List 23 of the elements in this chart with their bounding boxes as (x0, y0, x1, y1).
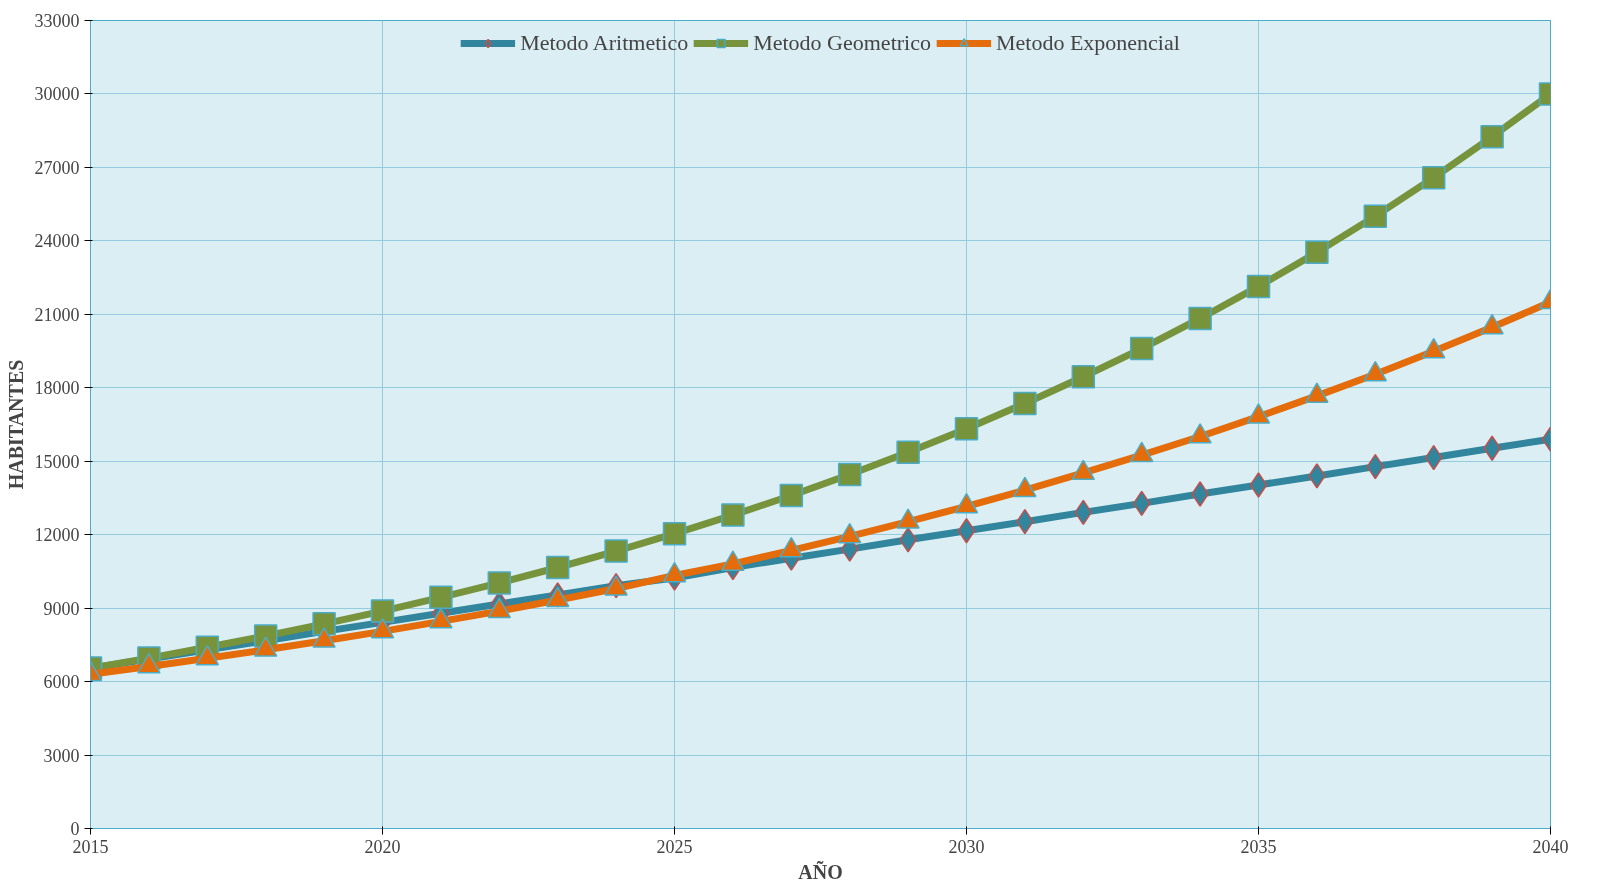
y-tick-label: 27000 (34, 157, 80, 178)
x-axis-title: AÑO (798, 860, 843, 883)
y-tick-label: 21000 (34, 304, 80, 325)
x-tick-label: 2015 (72, 836, 109, 857)
y-tick-label: 0 (70, 819, 80, 839)
y-tick-label: 15000 (34, 451, 80, 472)
y-tick-label: 18000 (34, 378, 80, 399)
x-tick-label: 2035 (1240, 836, 1277, 857)
x-tick-label: 2025 (656, 836, 693, 857)
y-tick-label: 33000 (34, 11, 80, 31)
legend-label: Metodo Geometrico (753, 30, 931, 56)
x-tick-label: 2020 (364, 836, 401, 857)
y-tick-label: 9000 (43, 598, 80, 619)
y-axis-title: HABITANTES (4, 359, 27, 490)
y-tick-label: 12000 (34, 525, 80, 546)
y-tick-label: 30000 (34, 84, 80, 105)
y-tick-label: 6000 (43, 672, 80, 693)
x-tick-label: 2030 (948, 836, 985, 857)
y-tick-label: 3000 (43, 745, 80, 766)
legend-label: Metodo Aritmetico (520, 30, 689, 56)
legend-label: Metodo Exponencial (995, 30, 1180, 56)
x-tick-label: 2040 (1532, 836, 1569, 857)
y-tick-label: 24000 (34, 231, 80, 252)
